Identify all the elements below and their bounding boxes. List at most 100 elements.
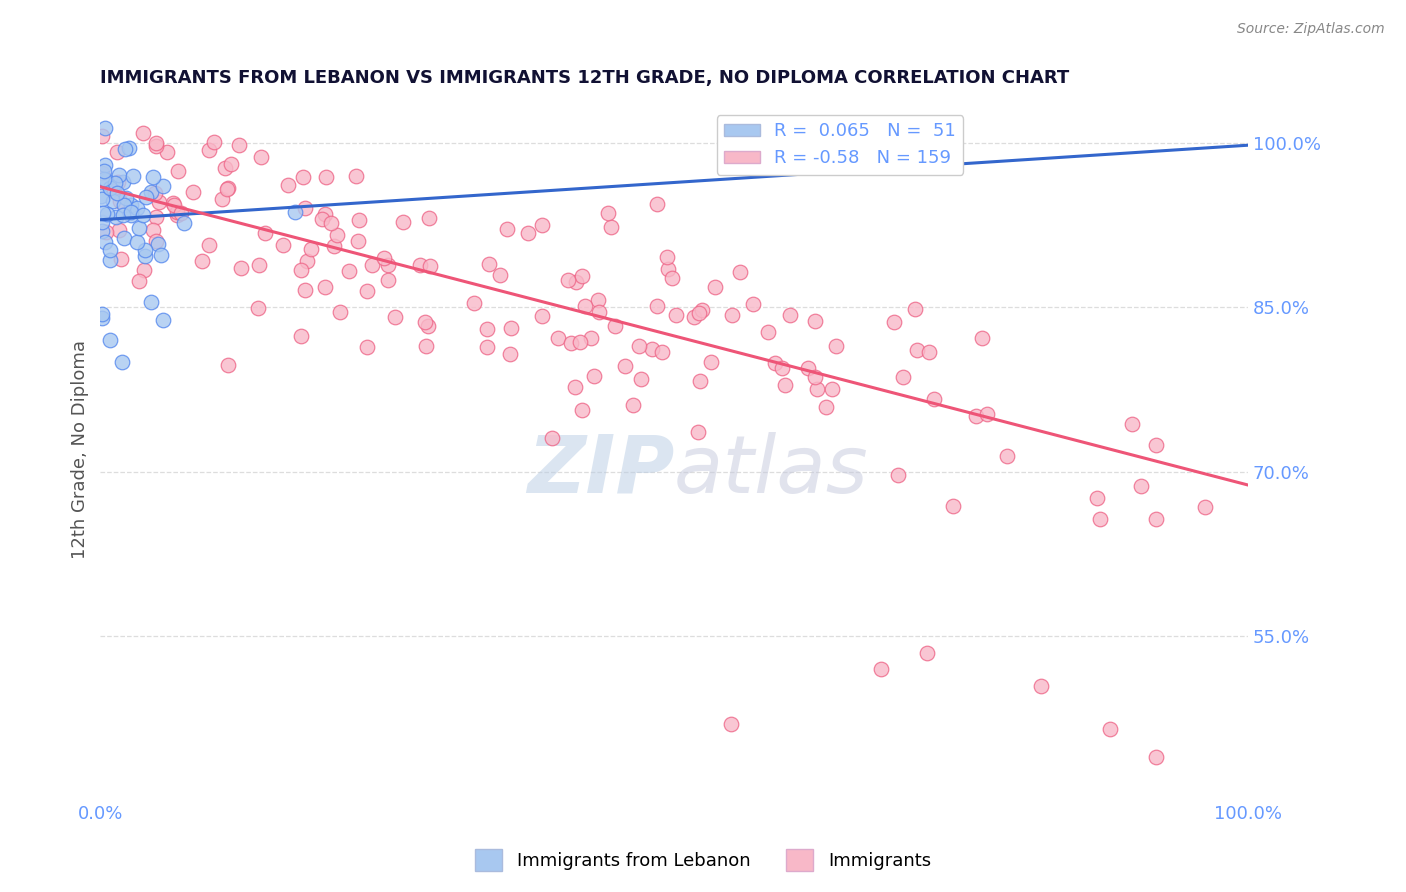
Point [98,181,121,195]
Point [121,169,143,183]
Point [689,374,711,388]
Point [915,646,938,660]
Point [134,249,156,263]
Point [413,315,436,329]
Point [495,222,517,236]
Point [125,235,148,249]
Point [621,399,644,413]
Point [211,192,233,206]
Point [173,216,195,230]
Point [883,315,905,329]
Point [90,224,112,238]
Point [93,164,115,178]
Point [104,176,127,190]
Point [135,190,157,204]
Point [217,359,239,373]
Point [94,235,117,249]
Point [145,234,167,248]
Point [181,186,204,200]
Point [907,343,929,357]
Point [107,222,129,236]
Point [571,268,593,283]
Point [501,321,523,335]
Point [360,258,382,272]
Point [657,262,679,277]
Point [214,161,236,176]
Point [290,329,312,343]
Point [1144,438,1167,452]
Point [825,339,848,353]
Point [806,382,828,396]
Point [152,179,174,194]
Point [125,201,148,215]
Point [142,223,165,237]
Point [384,310,406,324]
Point [145,186,167,200]
Point [94,158,117,172]
Point [683,310,706,324]
Text: atlas: atlas [673,432,869,510]
Point [91,192,114,206]
Point [763,356,786,370]
Point [596,206,619,220]
Point [91,166,114,180]
Point [688,306,710,320]
Point [295,254,318,268]
Point [105,145,128,159]
Point [249,150,271,164]
Point [315,170,337,185]
Point [96,173,118,187]
Point [167,164,190,178]
Point [756,325,779,339]
Point [329,305,352,319]
Point [1194,500,1216,514]
Point [105,186,128,201]
Point [655,251,678,265]
Point [91,310,114,325]
Point [1031,679,1053,693]
Point [152,312,174,326]
Point [107,175,129,189]
Point [134,243,156,257]
Point [132,208,155,222]
Point [651,345,673,359]
Point [217,181,239,195]
Point [645,197,668,211]
Point [114,142,136,156]
Point [588,304,610,318]
Point [141,186,163,200]
Point [918,344,941,359]
Point [277,178,299,192]
Point [108,194,131,208]
Legend: Immigrants from Lebanon, Immigrants: Immigrants from Lebanon, Immigrants [468,842,938,879]
Legend: R =  0.065   N =  51, R = -0.58   N = 159: R = 0.065 N = 51, R = -0.58 N = 159 [717,115,963,175]
Point [311,212,333,227]
Point [373,251,395,265]
Point [91,307,114,321]
Point [100,253,122,268]
Point [155,145,177,160]
Text: ZIP: ZIP [527,432,673,510]
Point [148,194,170,209]
Point [661,270,683,285]
Point [344,169,367,184]
Point [142,170,165,185]
Point [704,280,727,294]
Point [568,335,591,350]
Point [415,339,437,353]
Point [91,215,114,229]
Point [463,295,485,310]
Point [112,175,135,189]
Point [132,126,155,140]
Point [337,263,360,277]
Point [869,662,891,676]
Point [118,140,141,154]
Point [647,299,669,313]
Point [564,380,586,394]
Point [191,253,214,268]
Point [690,302,713,317]
Point [145,136,167,151]
Point [166,204,188,219]
Point [120,198,142,212]
Point [475,322,498,336]
